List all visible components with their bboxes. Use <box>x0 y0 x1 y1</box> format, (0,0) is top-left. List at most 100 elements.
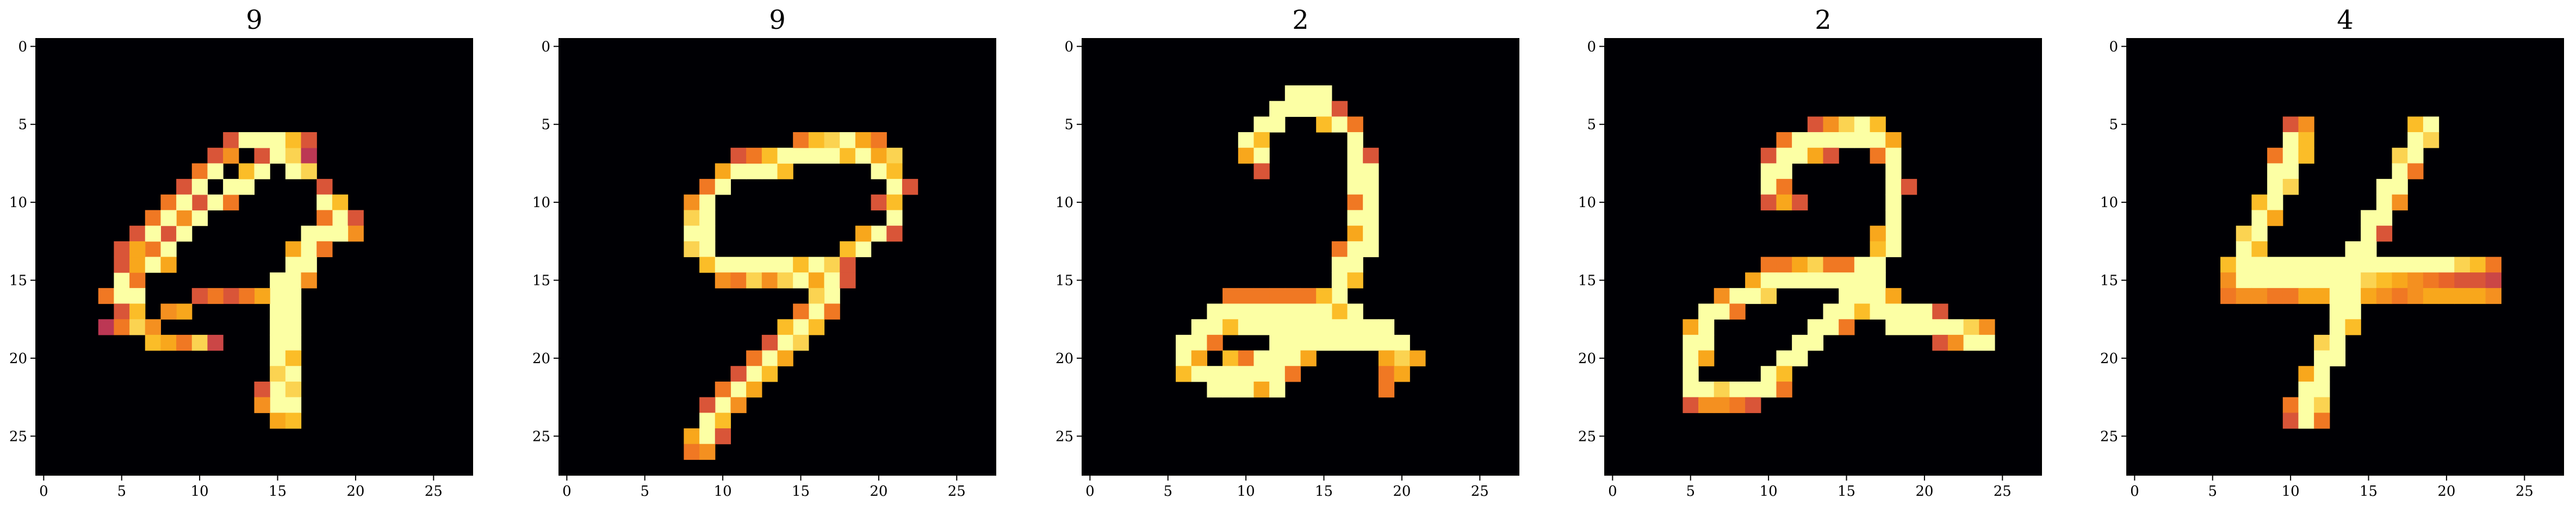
pixel <box>1760 257 1777 273</box>
pixel <box>1745 272 1761 289</box>
panel-5: 4 0 5 10 15 20 25 0 5 10 15 20 25 <box>2100 5 2564 500</box>
pixel <box>1363 194 1379 211</box>
pixel <box>1316 116 1332 133</box>
pixel <box>176 210 193 226</box>
pixel <box>808 147 825 164</box>
pixel <box>2407 257 2424 273</box>
pixel <box>824 147 840 164</box>
pixel <box>855 147 872 164</box>
pixel <box>699 179 716 195</box>
pixel <box>1776 194 1792 211</box>
pixel <box>2376 288 2393 304</box>
pixel <box>761 147 778 164</box>
digit-image <box>98 132 364 429</box>
pixel <box>1760 147 1777 164</box>
pixel <box>1253 116 1270 133</box>
pixel <box>777 272 793 289</box>
pixel <box>1284 288 1301 304</box>
pixel <box>207 334 224 351</box>
pixel <box>238 179 255 195</box>
x-tick-label: 10 <box>2282 483 2300 500</box>
pixel <box>1269 381 1286 398</box>
pixel <box>746 381 762 398</box>
pixel <box>1284 366 1301 382</box>
pixel <box>761 366 778 382</box>
y-tick-label: 5 <box>541 117 550 133</box>
pixel <box>715 163 731 179</box>
pixel <box>1269 116 1286 133</box>
pixel <box>684 194 700 211</box>
pixel <box>114 288 130 304</box>
pixel <box>1300 288 1317 304</box>
pixel <box>1683 381 1699 398</box>
pixel <box>1776 179 1792 195</box>
pixel <box>1176 366 1192 382</box>
pixel <box>840 132 856 148</box>
pixel <box>1269 101 1286 117</box>
y-tick-label: 15 <box>1056 273 1073 289</box>
pixel <box>114 257 130 273</box>
pixel <box>285 397 302 413</box>
pixel <box>1378 350 1395 366</box>
y-tick-label: 5 <box>2109 117 2118 133</box>
pixel <box>2236 272 2252 289</box>
pixel <box>316 226 333 242</box>
pixel <box>1253 163 1270 179</box>
pixel <box>746 163 762 179</box>
pixel <box>160 334 177 351</box>
pixel <box>1870 116 1886 133</box>
pixel <box>1870 303 1886 320</box>
pixel <box>1253 319 1270 335</box>
pixel <box>2251 257 2268 273</box>
pixel <box>1238 319 1255 335</box>
pixel <box>2407 272 2424 289</box>
pixel <box>1792 132 1808 148</box>
pixel <box>1410 350 1426 366</box>
pixel <box>824 257 840 273</box>
pixel <box>2282 116 2299 133</box>
y-tick-label: 15 <box>9 273 27 289</box>
x-tick-label: 15 <box>2360 483 2378 500</box>
pixel <box>191 288 208 304</box>
pixel <box>270 147 286 164</box>
y-tick-label: 25 <box>9 428 27 445</box>
pixel <box>1347 163 1363 179</box>
pixel <box>2329 319 2346 335</box>
pixel <box>1932 319 1948 335</box>
pixel <box>1316 334 1332 351</box>
pixel <box>1963 334 1979 351</box>
pixel <box>871 226 887 242</box>
pixel <box>715 397 731 413</box>
pixel <box>777 319 793 335</box>
pixel <box>1870 272 1886 289</box>
pixel <box>2454 288 2471 304</box>
y-tick-label: 0 <box>541 39 550 55</box>
pixel <box>285 288 302 304</box>
x-tick-label: 25 <box>1471 483 1489 500</box>
pixel <box>1947 334 1964 351</box>
pixel <box>2298 366 2314 382</box>
pixel <box>1207 334 1223 351</box>
pixel <box>2236 241 2252 258</box>
pixel <box>238 132 255 148</box>
pixel <box>301 226 317 242</box>
pixel <box>2376 257 2393 273</box>
pixel <box>824 288 840 304</box>
pixel <box>684 226 700 242</box>
pixel <box>1776 272 1792 289</box>
pixel <box>270 350 286 366</box>
pixel <box>1207 381 1223 398</box>
pixel <box>316 241 333 258</box>
pixel <box>1698 319 1715 335</box>
pixel <box>808 257 825 273</box>
pixel <box>1363 334 1379 351</box>
pixel <box>1854 116 1871 133</box>
pixel <box>1269 334 1286 351</box>
pixel <box>1191 366 1208 382</box>
pixel <box>1331 241 1348 258</box>
pixel <box>238 288 255 304</box>
pixel <box>684 444 700 460</box>
pixel <box>2329 303 2346 320</box>
